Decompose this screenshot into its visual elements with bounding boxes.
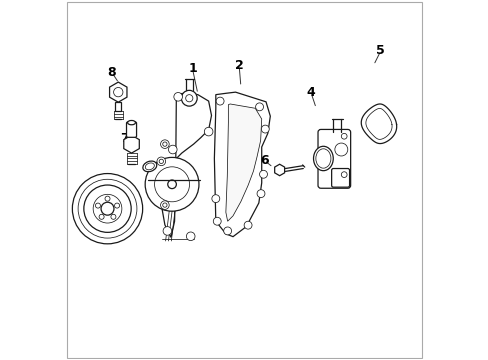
FancyBboxPatch shape [317, 130, 350, 188]
Text: 4: 4 [306, 86, 315, 99]
Circle shape [78, 179, 137, 238]
Circle shape [114, 203, 120, 208]
Polygon shape [225, 104, 261, 221]
Circle shape [163, 142, 167, 146]
Polygon shape [365, 108, 391, 139]
Circle shape [101, 202, 114, 215]
Text: 1: 1 [188, 62, 197, 75]
Circle shape [95, 203, 100, 208]
Circle shape [213, 217, 221, 225]
Circle shape [244, 221, 251, 229]
Circle shape [163, 226, 171, 235]
Polygon shape [361, 104, 396, 144]
Circle shape [160, 201, 169, 210]
Circle shape [174, 93, 182, 101]
Circle shape [216, 97, 224, 105]
Ellipse shape [145, 163, 154, 170]
Circle shape [72, 174, 142, 244]
Circle shape [159, 159, 163, 163]
Circle shape [163, 203, 167, 207]
Circle shape [261, 125, 269, 133]
Polygon shape [274, 164, 284, 176]
Circle shape [257, 190, 264, 198]
Ellipse shape [313, 146, 333, 171]
Text: 6: 6 [260, 154, 268, 167]
Circle shape [223, 227, 231, 235]
Circle shape [259, 170, 267, 178]
Circle shape [105, 196, 110, 201]
Circle shape [93, 194, 122, 223]
Text: 8: 8 [107, 66, 116, 79]
Circle shape [154, 167, 189, 202]
Text: 7: 7 [120, 132, 128, 145]
Circle shape [160, 140, 169, 148]
Circle shape [157, 157, 165, 166]
Circle shape [181, 90, 197, 106]
Text: 2: 2 [234, 59, 243, 72]
Circle shape [186, 232, 195, 240]
FancyBboxPatch shape [331, 168, 349, 187]
Polygon shape [214, 92, 270, 237]
Ellipse shape [142, 161, 157, 172]
Circle shape [185, 95, 192, 102]
Polygon shape [162, 93, 211, 237]
Circle shape [211, 195, 219, 203]
Circle shape [167, 180, 176, 189]
Circle shape [168, 145, 177, 154]
Circle shape [341, 134, 346, 139]
Circle shape [334, 143, 347, 156]
Circle shape [99, 214, 104, 219]
Circle shape [145, 157, 199, 211]
Circle shape [341, 172, 346, 177]
Circle shape [204, 127, 212, 136]
Polygon shape [109, 82, 127, 102]
Circle shape [111, 214, 116, 219]
Circle shape [83, 185, 131, 232]
FancyBboxPatch shape [115, 102, 121, 111]
Circle shape [113, 87, 122, 97]
FancyBboxPatch shape [126, 122, 136, 137]
Ellipse shape [127, 121, 135, 125]
Polygon shape [123, 135, 139, 153]
Ellipse shape [315, 149, 330, 168]
Circle shape [255, 103, 263, 111]
Text: 3: 3 [91, 186, 100, 199]
Text: 5: 5 [376, 44, 385, 57]
